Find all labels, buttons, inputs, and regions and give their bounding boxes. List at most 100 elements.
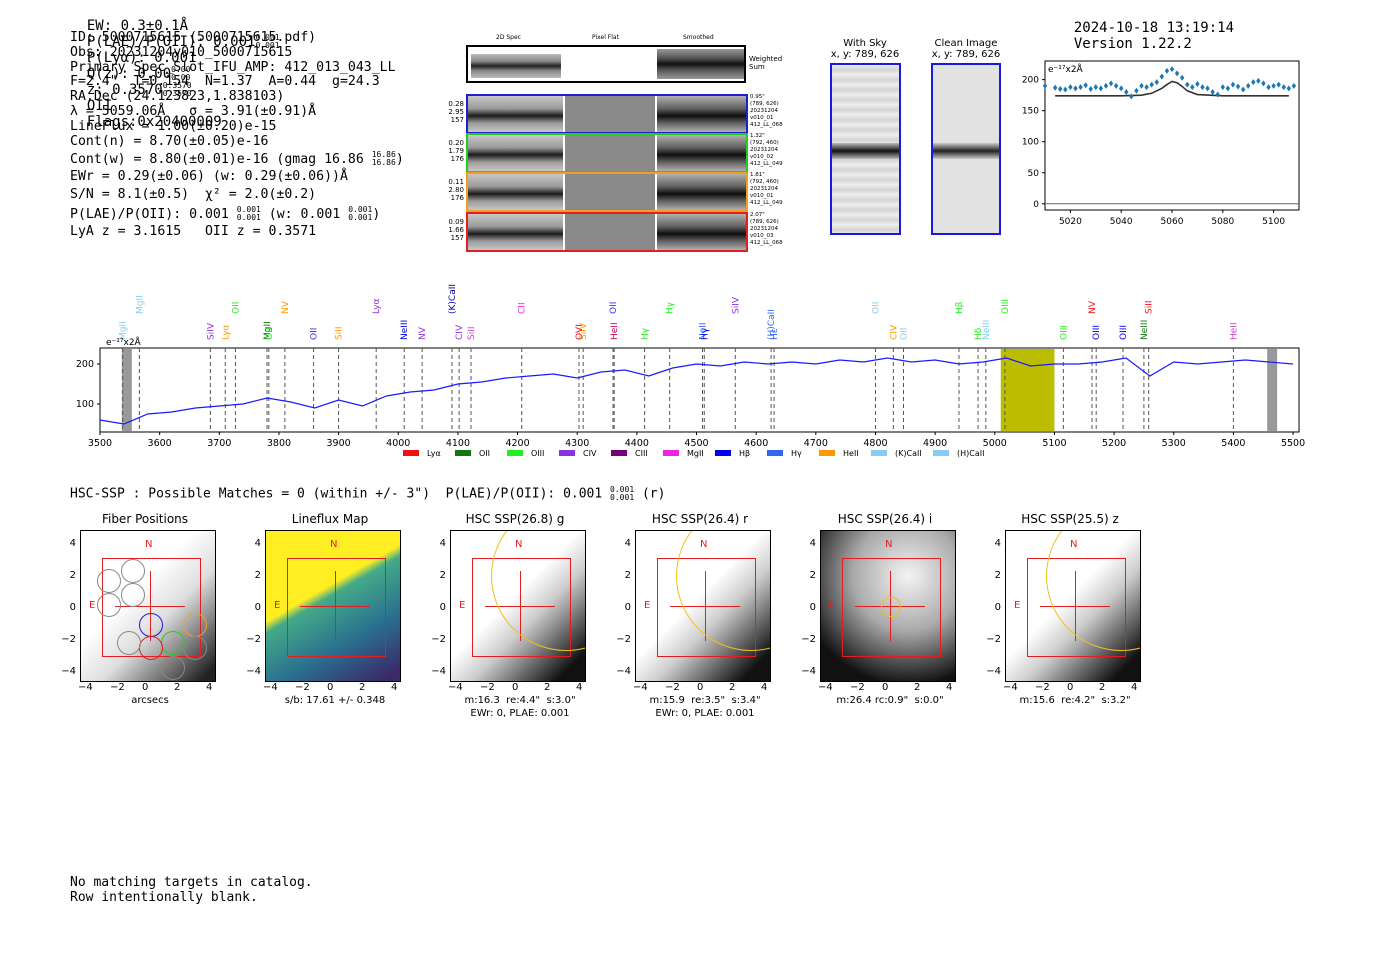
emission-line-label: HeII: [1229, 322, 1239, 340]
spec-row-notes: 0.95" (789, 626) 20231204 v010_01 412_LL_068: [750, 94, 783, 129]
spec-row-notes: 1.81" (792, 460) 20231204 v010_01 412_LL_049: [750, 172, 783, 207]
info-contw: Cont(w) = 8.80(±0.01)e-16 (gmag 16.86 16…: [70, 150, 404, 168]
cutout-caption: m:15.9 re:3.5" s:3.4": [649, 695, 761, 706]
with-sky-title: With Sky x, y: 789, 626: [828, 38, 902, 60]
spectrum-xtick-label: 4800: [863, 438, 887, 449]
info-plae-lower: 0.001: [236, 212, 261, 222]
weighted-sum-smoothed: [657, 49, 744, 79]
cutout-ytick-label: 0: [994, 602, 1001, 613]
emission-line-label: CIV: [889, 324, 899, 340]
cutout-ytick-label: −4: [616, 666, 631, 677]
cutout-caption: m:15.6 re:4.2" s:3.2": [1019, 695, 1131, 706]
cutout-ytick-label: 4: [69, 538, 76, 549]
legend-swatch: [871, 450, 887, 456]
emission-line-label: SiIV: [206, 322, 216, 340]
info-params: F=2.4" T=0.154 N=1.37 A=0.44 g=24.3: [70, 74, 380, 90]
emission-line-label: Lyα: [221, 324, 231, 340]
fiber-circle: [121, 583, 145, 607]
legend-swatch: [663, 450, 679, 456]
full-spectrum-area: MgII MgII SiIV Lyα OII MgII OII NV OII SiII Lyα NeI…: [0, 270, 1400, 460]
cutout-panel: Lineflux Map N E −4 −4 −2 −2 0 0 2 2 4 4 s/b: 17.61 +…: [246, 512, 415, 727]
cutout-xtick-label: 2: [174, 682, 181, 693]
zoom-data-point: [1256, 77, 1261, 84]
spec-row-stat: 1.79: [448, 147, 464, 155]
spec-row-stats: 0.11 2.80 176: [444, 178, 464, 202]
spec-row-stat: 1.66: [448, 226, 464, 234]
spectrum-xtick-label: 3500: [88, 438, 112, 449]
spec-row-smoothed: [657, 135, 746, 171]
east-label: E: [459, 600, 466, 611]
spectrum-ytick-label: 200: [76, 359, 94, 370]
zoom-data-point: [1073, 85, 1078, 92]
timestamp: 2024-10-18 13:19:14: [1073, 20, 1235, 36]
spec-row-pixelflat: [565, 214, 655, 250]
spectrum-xtick-label: 5000: [983, 438, 1007, 449]
spec-row-frame: [466, 172, 748, 212]
info-primary: Primary Spec_Slot_IFU_AMP: 412_013_043_L…: [70, 59, 396, 75]
fiber-circle: [97, 569, 121, 593]
legend-label: (K)CaII: [895, 449, 922, 458]
spec-row-note: v010_01: [750, 115, 774, 121]
fiber-circle: [161, 656, 185, 680]
spectrum-xtick-label: 4300: [565, 438, 589, 449]
spectrum-ytick-label: 100: [76, 399, 94, 410]
info-lyaz: LyA z = 3.1615 OII z = 0.3571: [70, 223, 317, 239]
spec-row-stats: 0.28 2.95 157: [444, 100, 464, 124]
timestamp-version: 2024-10-18 13:19:14 Version 1.22.2: [1057, 4, 1234, 52]
cutout-ytick-label: −2: [246, 634, 261, 645]
emission-line-label: OII: [265, 328, 275, 340]
spec-row-stat: 176: [450, 194, 464, 202]
emission-line-label: OII: [900, 328, 910, 340]
cutout-xtick-label: 0: [697, 682, 704, 693]
spec-row-note: (792, 460): [750, 140, 779, 146]
cutout-ytick-label: 0: [439, 602, 446, 613]
spec-row-frame: [466, 94, 748, 134]
legend-label: (H)CaII: [957, 449, 984, 458]
spectrum-xtick-label: 5200: [1102, 438, 1126, 449]
info-lambda: λ = 5059.06Å σ = 3.91(±0.91)Å: [70, 103, 317, 119]
east-label: E: [89, 600, 96, 611]
spectrum-xtick-label: 4400: [625, 438, 649, 449]
cutout-xtick-label: −4: [633, 682, 648, 693]
spectrum-xtick-label: 3600: [148, 438, 172, 449]
cutout-xtick-label: 4: [576, 682, 583, 693]
emission-line-label: Hγ: [700, 327, 710, 340]
ew-value: EW: 0.3±0.1Å: [86, 18, 189, 34]
spec-row-note: 412_LL_049: [750, 200, 783, 206]
cutout-xtick-label: 2: [544, 682, 551, 693]
emission-line-label: NV: [1088, 300, 1098, 314]
spectrum-xtick-label: 4700: [804, 438, 828, 449]
z-value: z: 0.3570: [86, 82, 163, 98]
cutout-title: HSC SSP(26.8) g: [465, 512, 565, 526]
zoom-data-point: [1139, 82, 1144, 89]
fiber-circle: [121, 559, 145, 583]
emission-line-markers: [122, 348, 1234, 432]
line-window-highlight: [1000, 349, 1055, 431]
cutout-xtick-label: −2: [1035, 682, 1050, 693]
emission-line-label: NeII: [698, 322, 708, 340]
z-lower: 0.3570: [162, 89, 192, 98]
clean-image-title-text: Clean Image: [934, 38, 998, 49]
cutout-ytick-label: 2: [809, 570, 816, 581]
spectrum-xtick-label: 3700: [207, 438, 231, 449]
emission-line-label: Hγ: [641, 327, 651, 340]
spec-row-smoothed: [657, 96, 746, 132]
cutout-xtick-label: 0: [1067, 682, 1074, 693]
fiber-circle: [139, 613, 163, 637]
cutout-xtick-label: 4: [761, 682, 768, 693]
spec-row-stat: 157: [450, 116, 464, 124]
emission-line-label: OIII: [1092, 325, 1102, 340]
north-label: N: [330, 539, 338, 550]
spectrum-xtick-label: 4000: [386, 438, 410, 449]
spec2d-panel: 2D Spec Pixel Flat Smoothed Weighted Sum…: [448, 34, 783, 256]
emission-line-label: OIII: [1001, 299, 1011, 314]
emission-line-label: NeIII: [1140, 320, 1150, 340]
spec-row-notes: 1.32" (792, 460) 20231204 v010_02 412_LL_049: [750, 133, 783, 168]
spec-row-stat: 176: [450, 155, 464, 163]
info-contw-text: Cont(w) = 8.80(±0.01)e-16 (gmag 16.86: [70, 152, 364, 168]
spec-row-note: 2.07": [750, 212, 765, 218]
